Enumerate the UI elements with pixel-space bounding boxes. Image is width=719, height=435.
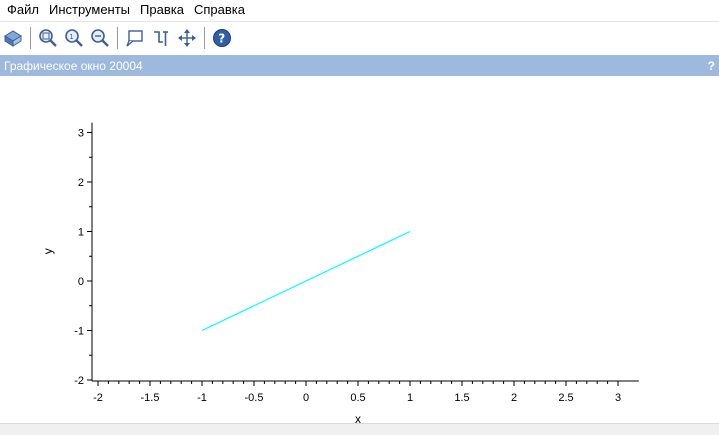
toolbar: 1	[0, 21, 719, 54]
pan-icon	[178, 29, 196, 47]
zoom-reset-button[interactable]: 1	[62, 26, 86, 50]
x-tick-label: 1.5	[454, 392, 469, 404]
plot-area[interactable]: -2 -1 0 1 2 3 -2 -1.5 -1 -0.5 0 0.5 1 1.5 2 2.5 3 x y	[0, 76, 719, 423]
x-tick-label: 2.5	[558, 392, 573, 404]
x-tick-label: -0.5	[245, 392, 264, 404]
x-tick-label: 2	[511, 392, 517, 404]
y-tick-label: 2	[78, 177, 84, 189]
datatip-manager-icon	[154, 31, 168, 46]
line-chart[interactable]: -2 -1 0 1 2 3 -2 -1.5 -1 -0.5 0 0.5 1 1.5 2 2.5 3 x y	[0, 76, 719, 423]
datatip-icon	[126, 30, 143, 47]
menu-help[interactable]: Справка	[193, 2, 245, 17]
series-line	[201, 230, 411, 332]
y-tick-label: 3	[78, 128, 84, 140]
graphics-window-titlebar: Графическое окно 20004 ?	[0, 55, 719, 76]
svg-text:1: 1	[69, 33, 73, 41]
menu-tools[interactable]: Инструменты	[48, 2, 131, 17]
y-tick-label: -1	[74, 326, 84, 338]
help-icon: ?	[213, 29, 231, 47]
x-tick-label: -1	[197, 392, 207, 404]
toolbar-separator	[204, 27, 205, 49]
window-title: Графическое окно 20004	[4, 58, 143, 73]
x-axis-label: x	[355, 412, 361, 423]
datatip-button[interactable]	[123, 26, 147, 50]
menu-edit[interactable]: Правка	[140, 2, 184, 17]
help-button[interactable]: ?	[210, 26, 234, 50]
x-tick-label: 0	[303, 392, 309, 404]
status-bar	[0, 423, 719, 435]
toolbar-separator	[30, 27, 31, 49]
zoom-reset-icon: 1	[65, 29, 83, 47]
zoom-in-icon	[39, 29, 57, 47]
x-tick-label: 3	[615, 392, 621, 404]
y-tick-label: 1	[78, 227, 84, 239]
menu-file[interactable]: Файл	[7, 2, 39, 17]
rotate-button[interactable]	[1, 26, 25, 50]
svg-text:?: ?	[218, 32, 225, 46]
x-tick-label: 0.5	[350, 392, 365, 404]
pan-button[interactable]	[175, 26, 199, 50]
zoom-out-button[interactable]	[88, 26, 112, 50]
zoom-out-icon	[91, 29, 109, 47]
datatip-manager-button[interactable]	[149, 26, 173, 50]
zoom-in-button[interactable]	[36, 26, 60, 50]
y-tick-label: 0	[78, 276, 84, 288]
help-mark-icon[interactable]: ?	[707, 58, 715, 73]
x-tick-label: -2	[93, 392, 103, 404]
y-tick-label: -2	[74, 375, 84, 387]
toolbar-separator	[117, 27, 118, 49]
rotate-icon	[4, 30, 22, 47]
x-tick-label: -1.5	[141, 392, 160, 404]
menu-bar: Файл Инструменты Правка Справка	[0, 0, 719, 20]
x-tick-label: 1	[407, 392, 413, 404]
y-axis-label: y	[41, 248, 55, 254]
